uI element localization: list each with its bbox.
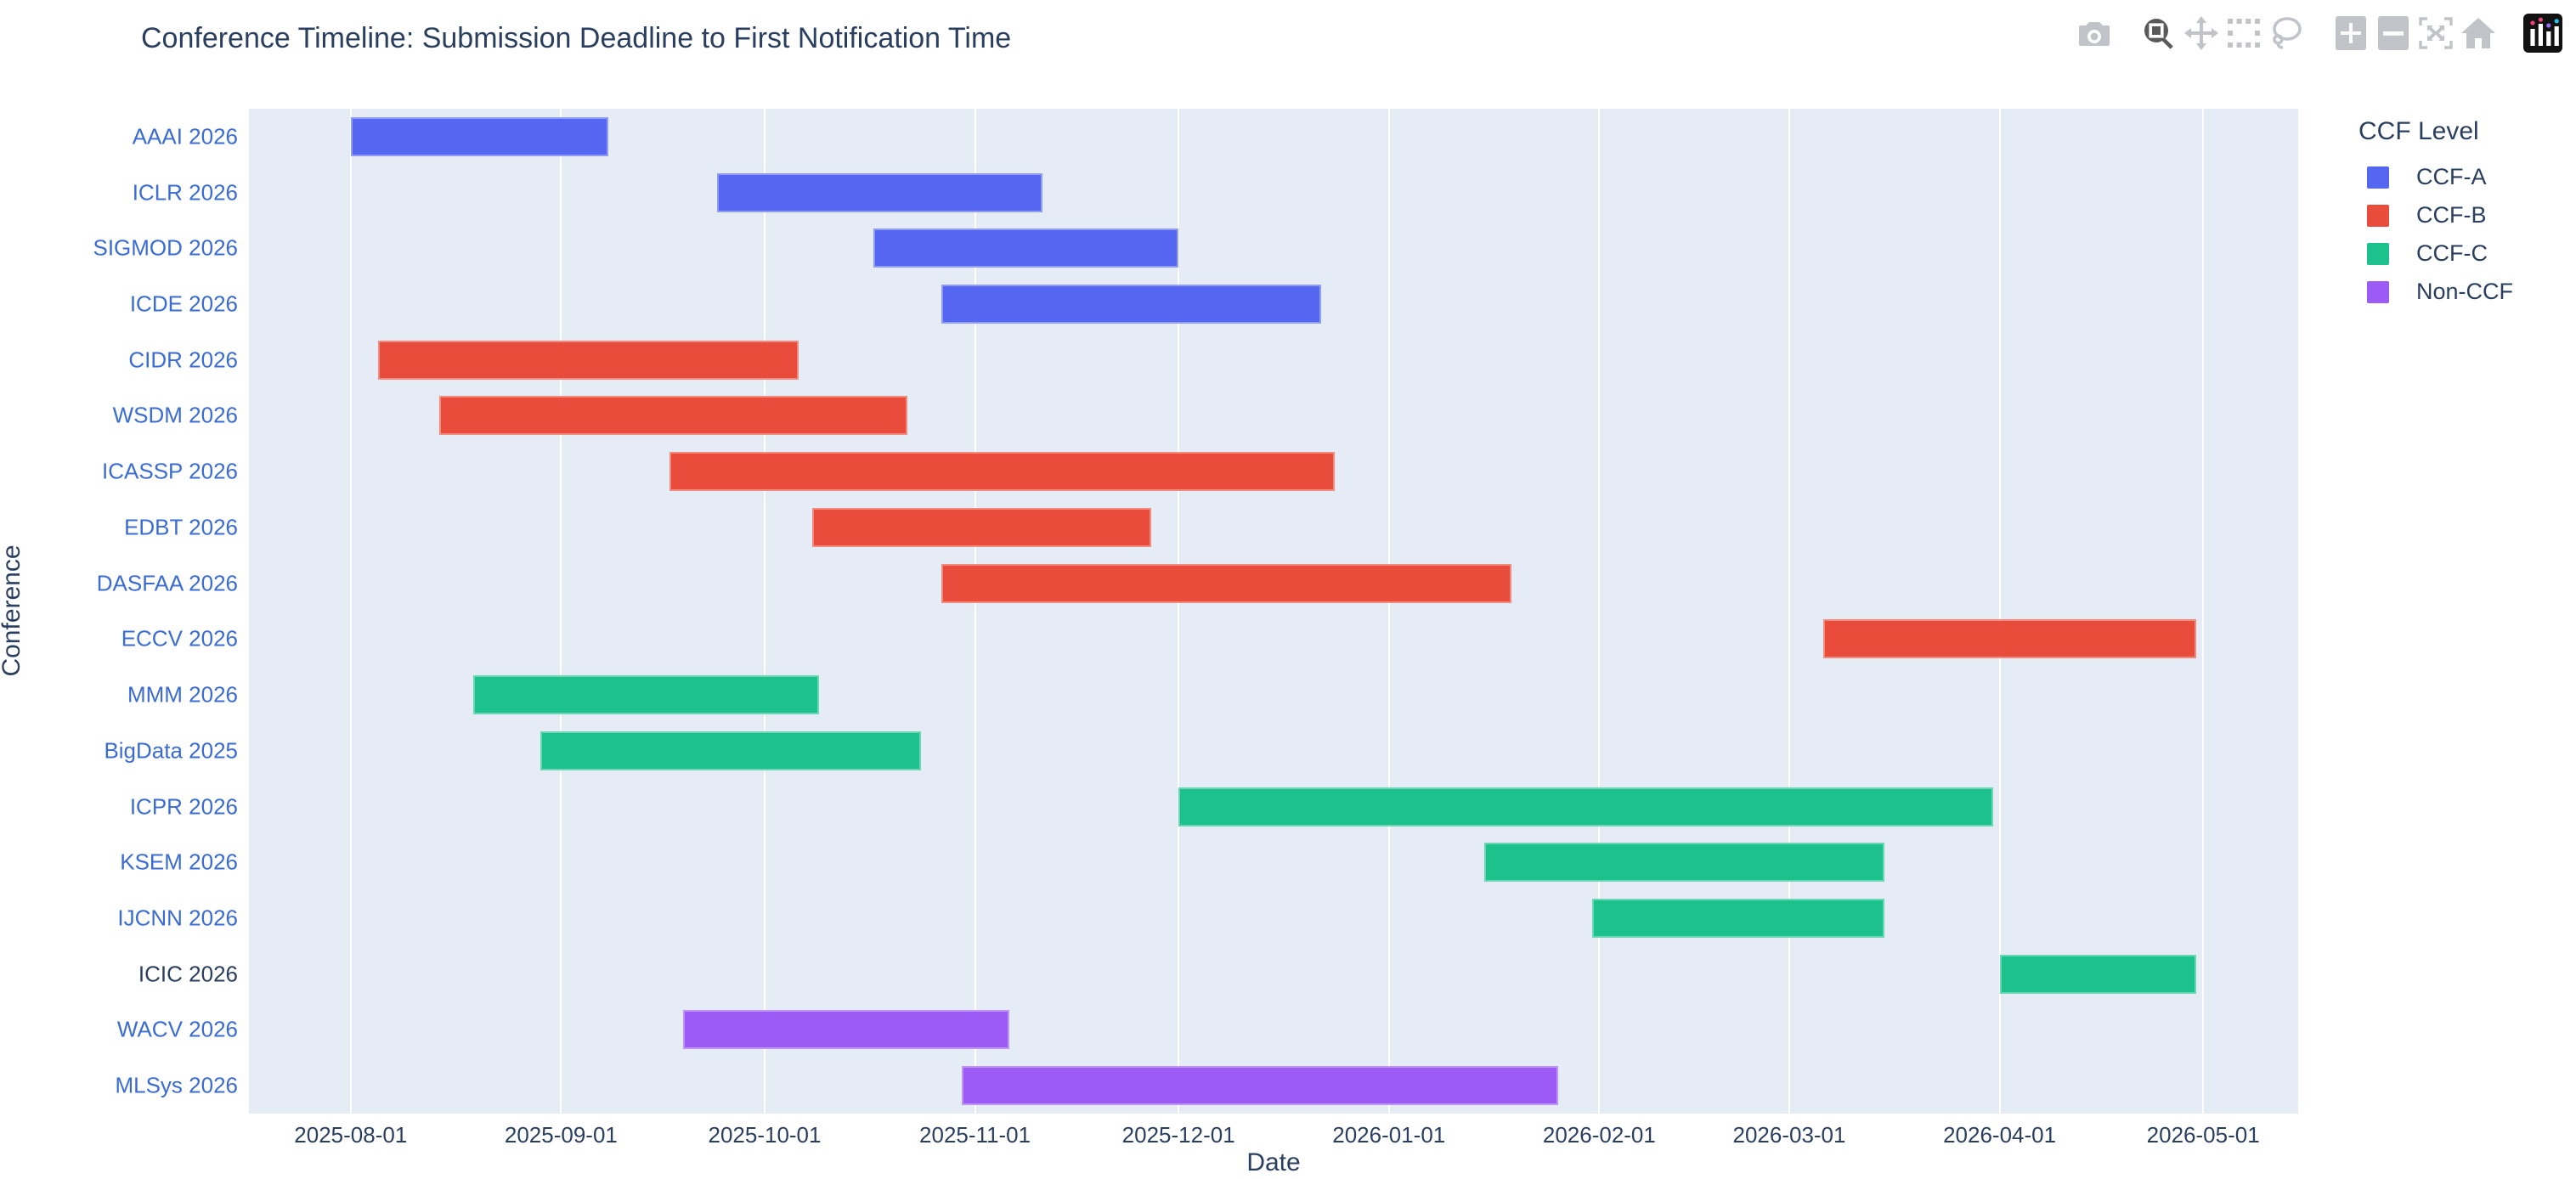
legend-item[interactable]: Non-CCF (2359, 273, 2513, 311)
gantt-bar[interactable] (1822, 619, 2197, 659)
legend-swatch (2367, 242, 2389, 265)
gantt-bar[interactable] (811, 507, 1152, 547)
box-select-icon[interactable] (2223, 14, 2265, 53)
plotly-logo-icon[interactable] (2522, 14, 2564, 53)
y-tick-label: AAAI 2026 (132, 123, 238, 149)
gridline (763, 109, 765, 1114)
y-tick-label: BigData 2025 (104, 737, 238, 764)
y-tick-label: CIDR 2026 (128, 347, 238, 373)
x-tick-label: 2026-03-01 (1732, 1122, 1846, 1148)
y-axis-title: Conference (0, 544, 25, 677)
y-tick-label: ICASSP 2026 (102, 458, 238, 484)
x-tick-label: 2026-05-01 (2146, 1122, 2260, 1148)
gantt-bar[interactable] (669, 452, 1335, 492)
chart-title: Conference Timeline: Submission Deadline… (141, 22, 1012, 54)
gantt-bar[interactable] (941, 563, 1511, 603)
gantt-bar[interactable] (941, 285, 1321, 324)
legend-item-label: CCF-B (2416, 202, 2487, 228)
x-tick-label: 2026-04-01 (1943, 1122, 2057, 1148)
y-tick-label: MLSys 2026 (115, 1072, 238, 1098)
gridline (1387, 109, 1390, 1114)
y-tick-label: ICDE 2026 (129, 291, 238, 317)
lasso-icon[interactable] (2265, 14, 2308, 53)
gantt-bar[interactable] (350, 116, 609, 156)
y-tick-label: IJCNN 2026 (117, 905, 238, 931)
y-tick-label: ICIC 2026 (138, 961, 238, 987)
gridline (1788, 109, 1790, 1114)
y-tick-label: SIGMOD 2026 (93, 234, 238, 261)
y-tick-label: ICPR 2026 (129, 793, 238, 820)
gridline (1998, 109, 2001, 1114)
camera-icon[interactable] (2073, 14, 2116, 53)
y-tick-label: EDBT 2026 (124, 514, 238, 540)
x-tick-label: 2025-08-01 (294, 1122, 408, 1148)
gridline (974, 109, 976, 1114)
x-tick-label: 2026-02-01 (1542, 1122, 1656, 1148)
legend-item[interactable]: CCF-A (2359, 158, 2513, 196)
legend-swatch (2367, 280, 2389, 303)
y-tick-label: WSDM 2026 (112, 402, 238, 428)
plot-area[interactable] (249, 109, 2298, 1114)
gantt-bar[interactable] (1178, 787, 1993, 826)
legend-swatch (2367, 204, 2389, 227)
zoom-icon[interactable] (2138, 14, 2180, 53)
gridline (2202, 109, 2205, 1114)
x-tick-label: 2025-09-01 (504, 1122, 618, 1148)
x-axis-title: Date (1246, 1148, 1301, 1176)
gantt-bar[interactable] (1999, 954, 2197, 994)
y-tick-label: WACV 2026 (116, 1016, 238, 1042)
pan-icon[interactable] (2180, 14, 2223, 53)
zoom-in-icon[interactable] (2330, 14, 2372, 53)
gridline (560, 109, 562, 1114)
gantt-bar[interactable] (683, 1010, 1009, 1050)
legend-item[interactable]: CCF-C (2359, 234, 2513, 273)
gridline (1598, 109, 1601, 1114)
gantt-bar[interactable] (540, 731, 921, 770)
x-tick-label: 2025-10-01 (708, 1122, 822, 1148)
gantt-bar[interactable] (717, 172, 1043, 212)
legend-item-label: CCF-A (2416, 164, 2487, 189)
gantt-bar[interactable] (873, 228, 1179, 268)
zoom-out-icon[interactable] (2372, 14, 2415, 53)
legend-swatch (2367, 166, 2389, 189)
gridline (349, 109, 352, 1114)
legend-title: CCF Level (2359, 117, 2479, 145)
y-tick-label: MMM 2026 (127, 681, 238, 708)
gantt-bar[interactable] (377, 340, 799, 380)
legend-item-label: CCF-C (2416, 240, 2488, 266)
y-tick-label: DASFAA 2026 (96, 570, 238, 596)
x-tick-label: 2025-11-01 (919, 1122, 1031, 1148)
modebar (2051, 14, 2564, 53)
home-icon[interactable] (2457, 14, 2500, 53)
gantt-bar[interactable] (1592, 898, 1884, 938)
legend-item-label: Non-CCF (2416, 279, 2514, 304)
legend-item[interactable]: CCF-B (2359, 196, 2513, 234)
gantt-bar[interactable] (1483, 843, 1884, 883)
y-tick-label: ECCV 2026 (121, 625, 238, 652)
legend: CCF Level CCF-A CCF-B CCF-C Non-CCF (2359, 117, 2513, 311)
autoscale-icon[interactable] (2415, 14, 2457, 53)
gantt-bar[interactable] (438, 396, 907, 436)
x-tick-label: 2025-12-01 (1121, 1122, 1235, 1148)
gridline (1178, 109, 1180, 1114)
x-tick-label: 2026-01-01 (1332, 1122, 1446, 1148)
gantt-bar[interactable] (961, 1066, 1559, 1106)
gantt-bar[interactable] (472, 675, 819, 715)
y-tick-label: KSEM 2026 (120, 849, 238, 875)
y-tick-label: ICLR 2026 (132, 179, 238, 206)
